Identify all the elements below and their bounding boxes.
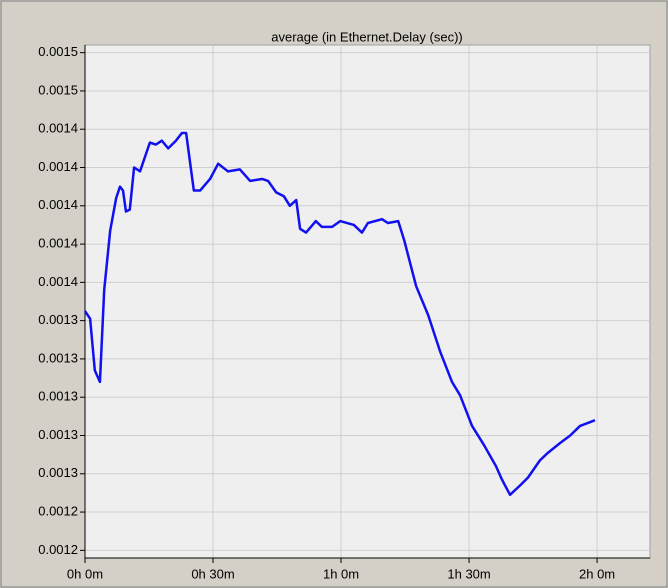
- y-tick-label: 0.0014: [38, 236, 78, 251]
- x-tick-label: 2h 0m: [579, 566, 615, 581]
- y-tick-label: 0.0013: [38, 389, 78, 404]
- line-series: [83, 131, 596, 497]
- y-tick-label: 0.0015: [38, 44, 78, 59]
- y-tick-label: 0.0014: [38, 159, 78, 174]
- y-tick-label: 0.0014: [38, 197, 78, 212]
- plot-area: [84, 44, 651, 559]
- x-tick-label: 1h 0m: [323, 566, 359, 581]
- y-tick-label: 0.0014: [38, 121, 78, 136]
- x-tick-label: 1h 30m: [447, 566, 490, 581]
- y-tick-label: 0.0013: [38, 427, 78, 442]
- y-tick-label: 0.0014: [38, 274, 78, 289]
- x-tick-label: 0h 30m: [191, 566, 234, 581]
- x-tick-label: 0h 0m: [67, 566, 103, 581]
- y-tick-label: 0.0015: [38, 82, 78, 97]
- y-tick-label: 0.0013: [38, 350, 78, 365]
- y-tick-label: 0.0012: [38, 503, 78, 518]
- y-tick-label: 0.0013: [38, 312, 78, 327]
- chart-title: average (in Ethernet.Delay (sec)): [271, 29, 462, 44]
- y-tick-label: 0.0013: [38, 465, 78, 480]
- y-tick-label: 0.0012: [38, 542, 78, 557]
